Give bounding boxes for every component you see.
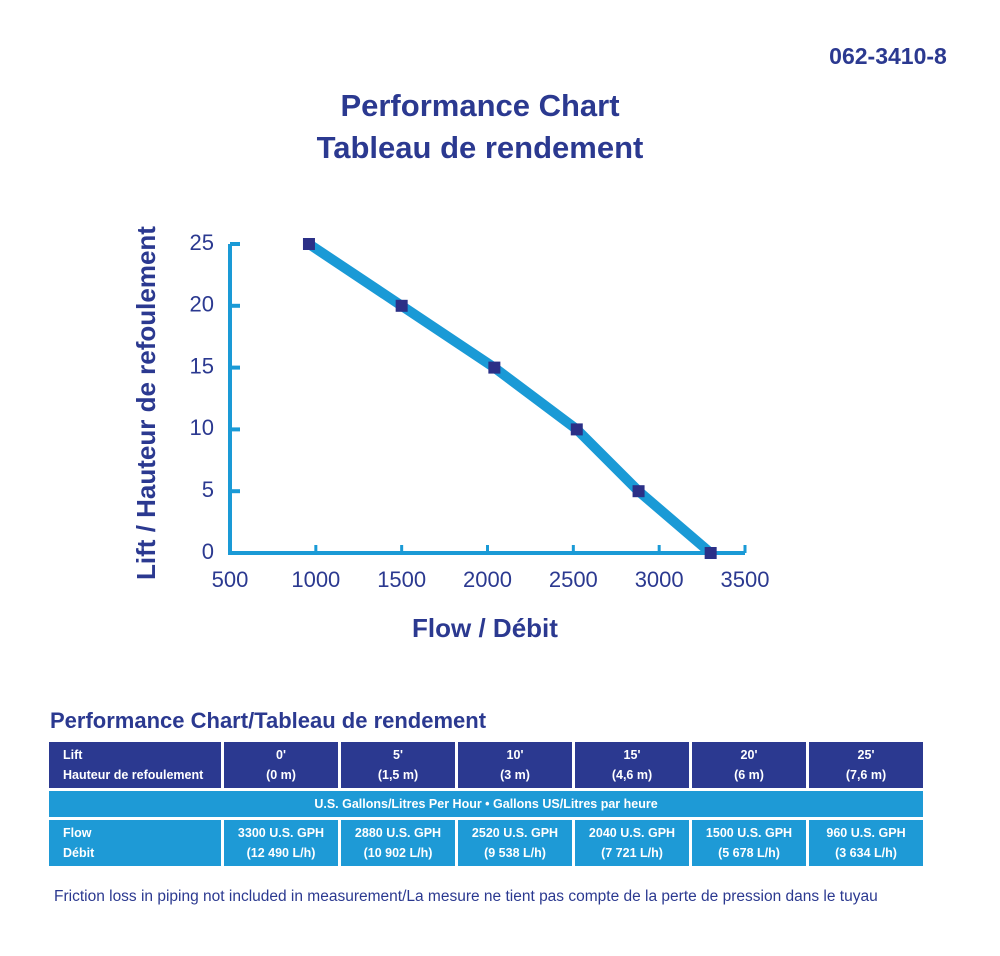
cell: 3300 U.S. GPH (12 490 L/h)	[224, 820, 338, 866]
cell: 960 U.S. GPH (3 634 L/h)	[809, 820, 923, 866]
y-tick-label: 10	[190, 415, 214, 440]
x-tick-label: 1000	[291, 567, 340, 592]
cell-text: 15'	[623, 748, 641, 762]
cell-text: (4,6 m)	[611, 768, 653, 782]
cell-text: 5'	[393, 748, 403, 762]
cell-text: (1,5 m)	[377, 768, 419, 782]
cell-text: (3 634 L/h)	[835, 846, 897, 860]
cell: 2520 U.S. GPH (9 538 L/h)	[458, 820, 572, 866]
cell: Lift Hauteur de refoulement	[49, 742, 221, 788]
flow-row: Flow Débit 3300 U.S. GPH (12 490 L/h) 2880 U…	[49, 820, 923, 866]
data-point	[704, 547, 717, 559]
cell: 2040 U.S. GPH (7 721 L/h)	[575, 820, 689, 866]
cell-text: 20'	[740, 748, 758, 762]
cell-text: 0'	[276, 748, 286, 762]
cell: 5' (1,5 m)	[341, 742, 455, 788]
data-point	[632, 485, 645, 498]
y-tick-label: 0	[202, 539, 214, 564]
cell-text: (0 m)	[266, 768, 296, 782]
cell-text: (5 678 L/h)	[718, 846, 780, 860]
cell: 20' (6 m)	[692, 742, 806, 788]
cell: 0' (0 m)	[224, 742, 338, 788]
y-tick-label: 25	[190, 230, 214, 255]
x-axis-label: Flow / Débit	[412, 613, 558, 643]
y-axis-label: Lift / Hauteur de refoulement	[131, 226, 161, 580]
cell-text: Hauteur de refoulement	[63, 768, 204, 782]
cell-text: (12 490 L/h)	[246, 846, 316, 860]
y-tick-label: 15	[190, 353, 214, 378]
cell-text: Lift	[63, 748, 83, 762]
cell: 15' (4,6 m)	[575, 742, 689, 788]
table-title: Performance Chart/Tableau de rendement	[50, 708, 487, 733]
cell-text: 960 U.S. GPH	[826, 826, 906, 840]
banner-row: U.S. Gallons/Litres Per Hour • Gallons U…	[49, 791, 923, 817]
cell-text: 1500 U.S. GPH	[705, 826, 793, 840]
banner: U.S. Gallons/Litres Per Hour • Gallons U…	[49, 791, 923, 817]
cell-text: (10 902 L/h)	[363, 846, 433, 860]
x-tick-label: 3000	[635, 567, 684, 592]
data-point	[570, 423, 583, 436]
y-tick-label: 20	[190, 292, 214, 317]
cell: 1500 U.S. GPH (5 678 L/h)	[692, 820, 806, 866]
cell: 2880 U.S. GPH (10 902 L/h)	[341, 820, 455, 866]
cell-text: (3 m)	[500, 768, 530, 782]
y-tick-label: 5	[202, 477, 214, 502]
data-point	[488, 361, 501, 374]
series-line	[306, 239, 714, 557]
chart-subtitle: Tableau de rendement	[317, 130, 644, 165]
cell-text: 10'	[506, 748, 524, 762]
cell-text: 2880 U.S. GPH	[354, 826, 442, 840]
chart-title: Performance Chart	[340, 88, 619, 123]
data-point	[395, 299, 408, 312]
x-tick-label: 3500	[721, 567, 770, 592]
cell-text: (7,6 m)	[845, 768, 887, 782]
data-point	[302, 238, 315, 250]
cell: Flow Débit	[49, 820, 221, 866]
cell-text: 2040 U.S. GPH	[588, 826, 676, 840]
cell-text: 2520 U.S. GPH	[471, 826, 559, 840]
chart: 062-3410-8 Performance Chart Tableau de …	[131, 43, 947, 643]
cell: 10' (3 m)	[458, 742, 572, 788]
cell-text: Flow	[63, 826, 92, 840]
cell-text: (9 538 L/h)	[484, 846, 546, 860]
product-code: 062-3410-8	[829, 43, 947, 69]
cell-text: 3300 U.S. GPH	[237, 826, 325, 840]
cell-text: (6 m)	[734, 768, 764, 782]
x-tick-label: 2000	[463, 567, 512, 592]
x-tick-label: 2500	[549, 567, 598, 592]
cell-text: 25'	[857, 748, 875, 762]
cell-text: Débit	[63, 846, 95, 860]
x-tick-label: 1500	[377, 567, 426, 592]
x-tick-label: 500	[212, 567, 249, 592]
cell: 25' (7,6 m)	[809, 742, 923, 788]
performance-table: Lift Hauteur de refoulement 0' (0 m) 5' (1,5 …	[46, 739, 926, 869]
footnote: Friction loss in piping not included in …	[54, 888, 878, 905]
lift-row: Lift Hauteur de refoulement 0' (0 m) 5' (1,5 …	[49, 742, 923, 788]
cell-text: (7 721 L/h)	[601, 846, 663, 860]
